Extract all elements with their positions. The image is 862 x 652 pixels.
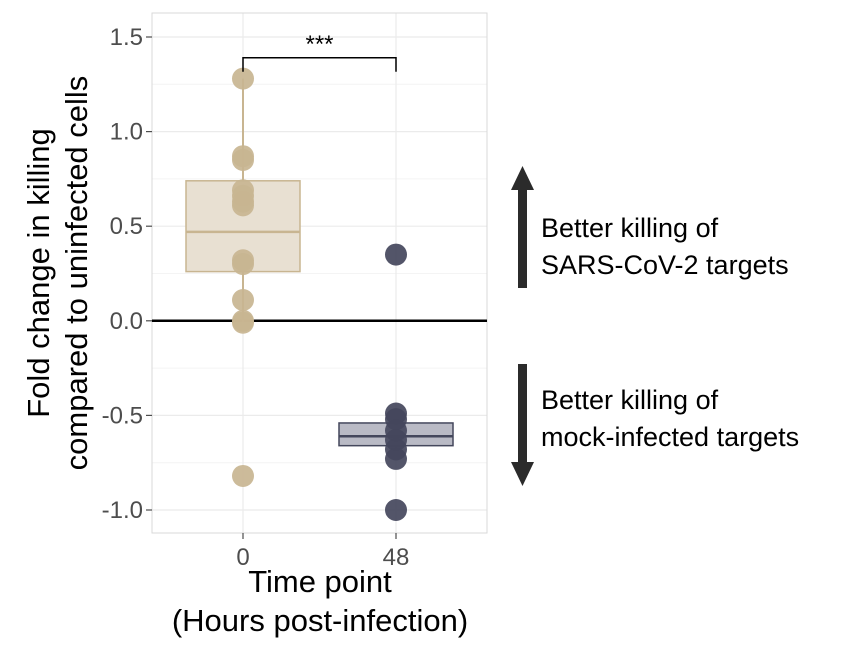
data-point <box>385 243 407 266</box>
annotation-down-line2: mock-infected targets <box>541 422 799 452</box>
data-point <box>232 67 254 90</box>
data-points <box>232 67 407 521</box>
significance-bracket-line <box>242 57 397 72</box>
data-point <box>232 464 254 487</box>
y-axis-ticks: 1.5 1.0 0.5 0.0 -0.5 -1.0 <box>102 24 152 524</box>
annotation-up: Better killing of SARS-CoV-2 targets <box>511 166 789 288</box>
x-tick-label: 0 <box>236 544 249 571</box>
y-tick-label: -0.5 <box>102 402 143 429</box>
data-point <box>232 311 254 334</box>
y-axis-title-line2: compared to uninfected cells <box>59 76 94 471</box>
data-point <box>232 288 254 311</box>
up-arrow-shaft <box>518 188 527 288</box>
data-point <box>232 253 254 276</box>
data-point <box>385 499 407 521</box>
significance-bracket: *** <box>242 31 397 72</box>
annotation-down-line1: Better killing of <box>541 385 719 415</box>
plot-panel <box>151 12 488 534</box>
y-tick-label: 0.5 <box>110 213 143 240</box>
x-tick-label: 48 <box>383 544 410 571</box>
boxplots <box>185 78 454 447</box>
y-axis-title-line1: Fold change in killing <box>21 128 56 418</box>
significance-label: *** <box>305 31 333 58</box>
data-point <box>232 194 254 217</box>
up-arrow-icon <box>511 166 534 190</box>
data-point <box>385 447 407 470</box>
y-tick-label: 1.5 <box>110 24 143 51</box>
annotation-up-line2: SARS-CoV-2 targets <box>541 250 789 280</box>
grid-lines <box>152 13 487 533</box>
x-axis-title-line2: (Hours post-infection) <box>172 603 468 638</box>
x-axis-title-line1: Time point <box>248 564 392 599</box>
y-tick-label: -1.0 <box>102 497 143 524</box>
data-point <box>232 148 254 171</box>
y-tick-label: 0.0 <box>110 308 143 335</box>
down-arrow-icon <box>511 462 534 486</box>
annotation-up-line1: Better killing of <box>541 213 719 243</box>
down-arrow-shaft <box>518 364 527 464</box>
y-tick-label: 1.0 <box>110 119 143 146</box>
annotation-down: Better killing of mock-infected targets <box>511 364 799 486</box>
x-axis-ticks: 0 48 <box>236 533 409 571</box>
